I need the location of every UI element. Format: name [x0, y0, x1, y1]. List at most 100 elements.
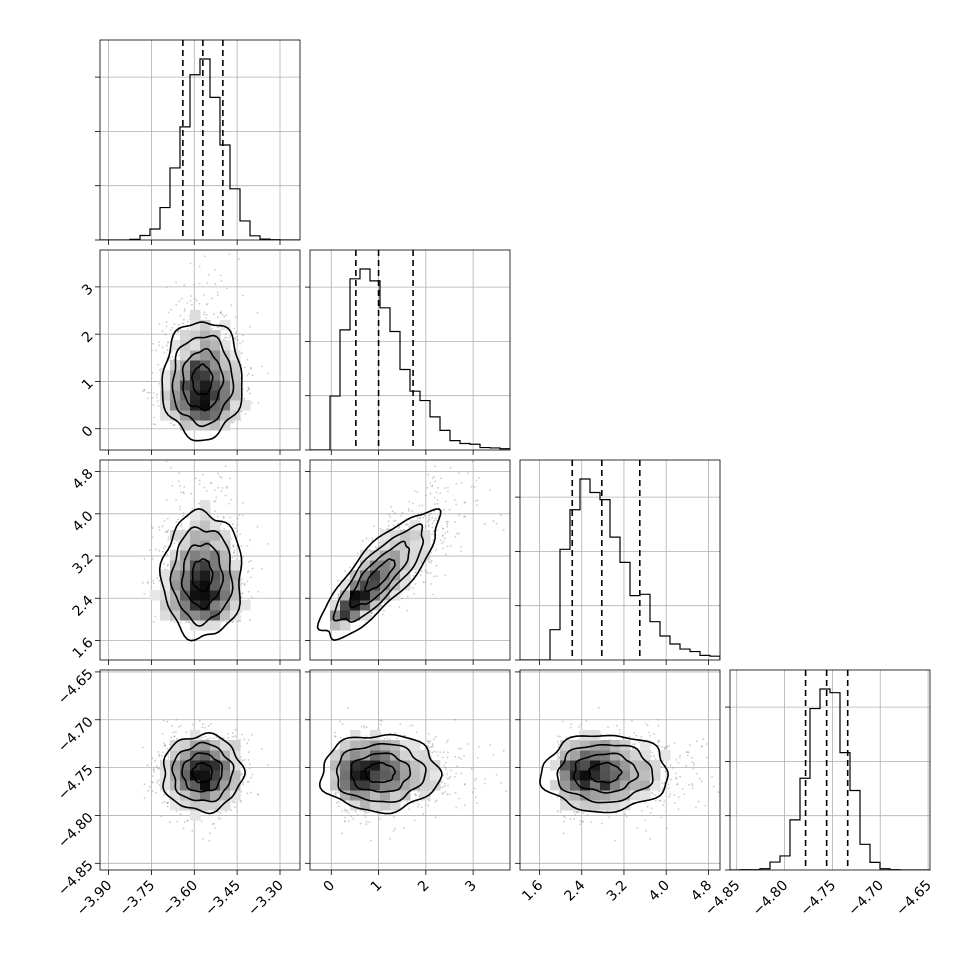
scatter-point	[165, 530, 168, 533]
scatter-point	[234, 527, 237, 530]
scatter-point	[463, 502, 466, 504]
scatter-point	[435, 491, 438, 494]
scatter-point	[182, 491, 185, 494]
scatter-point	[436, 502, 439, 505]
scatter-point	[336, 580, 339, 582]
scatter-point	[151, 372, 154, 374]
density-cell	[400, 550, 411, 561]
scatter-point	[411, 502, 414, 505]
scatter-point	[170, 467, 172, 469]
scatter-point	[386, 528, 389, 530]
scatter-point	[429, 513, 432, 515]
contour-2	[169, 526, 234, 627]
scatter-point	[257, 794, 260, 796]
scatter-point	[184, 450, 186, 452]
scatter-point	[143, 557, 146, 560]
scatter-point	[175, 520, 178, 523]
scatter-point	[430, 551, 433, 554]
scatter-point	[473, 486, 476, 488]
scatter-point	[186, 328, 189, 330]
scatter-point	[231, 800, 234, 802]
density-cell	[340, 620, 351, 631]
density-cell	[220, 400, 231, 411]
density-cell	[220, 420, 231, 431]
scatter-point	[164, 333, 167, 336]
density-cell	[370, 550, 381, 561]
scatter-point	[186, 302, 189, 304]
density-cell	[180, 550, 191, 561]
density-cell	[210, 350, 221, 361]
scatter-point	[349, 566, 351, 569]
scatter-point	[434, 465, 437, 468]
scatter-point	[205, 490, 208, 492]
scatter-point	[379, 527, 382, 530]
scatter-point	[231, 556, 234, 559]
density-cell	[190, 410, 201, 421]
scatter-point	[225, 336, 228, 339]
density-cell	[210, 580, 221, 591]
panel-1-0-plot-area	[100, 250, 300, 450]
scatter-point	[374, 546, 377, 549]
scatter-point	[248, 560, 250, 563]
density-cell	[190, 420, 201, 431]
scatter-point	[505, 430, 507, 432]
scatter-point	[191, 303, 193, 306]
scatter-point	[167, 528, 170, 531]
scatter-point	[434, 480, 437, 483]
scatter-point	[431, 526, 434, 529]
density-cell	[210, 570, 221, 581]
scatter-point	[151, 536, 154, 539]
density-cell	[210, 590, 221, 601]
contour-3	[316, 508, 442, 642]
scatter-point	[337, 596, 340, 599]
scatter-point	[249, 326, 251, 328]
frame-2-1	[309, 459, 511, 661]
scatter-point	[219, 475, 221, 478]
scatter-point	[428, 516, 430, 519]
scatter-point	[198, 502, 200, 505]
scatter-point	[424, 525, 427, 527]
scatter-point	[213, 500, 215, 503]
scatter-point	[429, 561, 432, 564]
scatter-point	[155, 396, 158, 398]
scatter-point	[500, 514, 502, 516]
scatter-point	[430, 583, 432, 585]
scatter-point	[152, 582, 155, 585]
scatter-point	[158, 526, 160, 528]
scatter-point	[407, 523, 409, 526]
scatter-point	[424, 494, 427, 497]
scatter-point	[210, 482, 213, 484]
scatter-point	[387, 520, 390, 522]
scatter-point	[148, 391, 151, 394]
density-cell	[190, 510, 201, 521]
scatter-point	[194, 298, 196, 300]
scatter-point	[435, 564, 438, 567]
scatter-point	[224, 465, 227, 468]
scatter-point	[441, 542, 443, 545]
scatter-point	[433, 503, 436, 505]
scatter-point	[337, 595, 340, 598]
scatter-point	[232, 552, 235, 554]
density-cell	[170, 550, 181, 561]
scatter-point	[229, 516, 232, 519]
density-cell	[180, 380, 191, 391]
density-cell	[400, 580, 411, 591]
scatter-point	[152, 404, 155, 406]
scatter-point	[176, 820, 179, 823]
density-cell	[190, 590, 201, 601]
density-cell	[190, 330, 201, 341]
scatter-point	[239, 342, 242, 345]
scatter-point	[412, 586, 414, 589]
scatter-point	[406, 595, 409, 598]
contour-2	[171, 334, 235, 428]
scatter-point	[444, 532, 447, 534]
scatter-point	[247, 388, 250, 390]
density-cell	[220, 360, 231, 371]
scatter-point	[226, 485, 228, 488]
scatter-point	[458, 514, 461, 517]
scatter-point	[250, 367, 253, 370]
scatter-point	[393, 520, 395, 523]
scatter-point	[206, 303, 209, 305]
scatter-point	[166, 341, 169, 344]
scatter-point	[178, 300, 181, 302]
